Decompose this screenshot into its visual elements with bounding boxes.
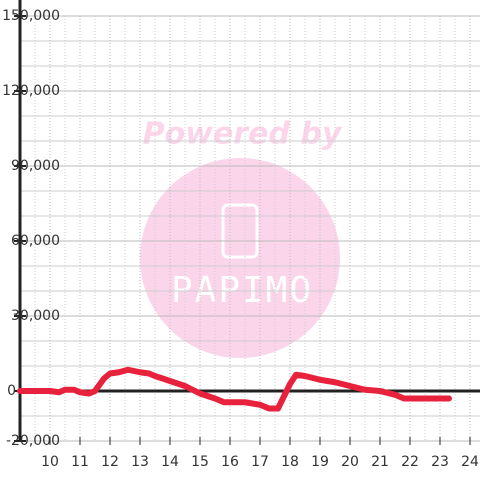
x-tick-label: 16 <box>221 454 239 470</box>
watermark: Powered by PAPIMO <box>140 117 343 358</box>
plot: -20,000 0 30,000 60,000 90,000 120,000 150,000… <box>2 0 480 470</box>
y-tick-label: -20,000 <box>6 433 60 449</box>
x-tick-label: 20 <box>341 454 359 470</box>
x-tick-label: 11 <box>71 454 89 470</box>
phone-icon <box>221 203 259 259</box>
x-tick-label: 15 <box>191 454 209 470</box>
y-tick-label: 150,000 <box>2 8 60 24</box>
x-tick-label: 19 <box>311 454 329 470</box>
y-tick-label: 120,000 <box>2 83 60 99</box>
x-tick-label: 21 <box>371 454 389 470</box>
x-tick-label: 22 <box>401 454 419 470</box>
y-tick-label: 0 <box>7 383 16 399</box>
x-tick-label: 24 <box>461 454 479 470</box>
x-tick-label: 23 <box>431 454 449 470</box>
x-tick-label: 18 <box>281 454 299 470</box>
watermark-text: Powered by <box>143 117 343 152</box>
y-tick-label: 90,000 <box>11 158 60 174</box>
x-tick-label: 13 <box>131 454 149 470</box>
y-tick-label: 60,000 <box>11 233 60 249</box>
x-tick-label: 10 <box>41 454 59 470</box>
x-tick-label: 14 <box>161 454 179 470</box>
x-tick-label: 17 <box>251 454 269 470</box>
x-tick-label: 12 <box>101 454 119 470</box>
data-line <box>17 366 452 412</box>
y-tick-label: 30,000 <box>11 308 60 324</box>
